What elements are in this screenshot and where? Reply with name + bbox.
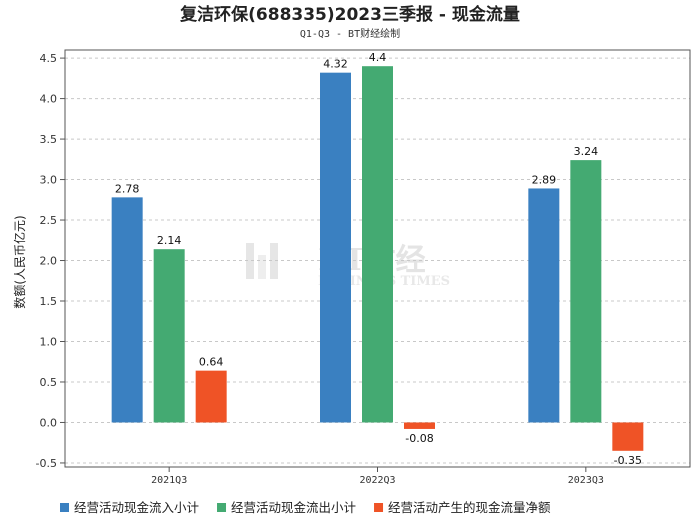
legend-item: 经营活动产生的现金流量净额 (374, 500, 551, 515)
x-tick-label: 2022Q3 (359, 475, 395, 486)
data-labels: 2.78 2.14 0.64 4.32 4.4 -0.08 2.89 3.24 -0.35 (115, 51, 642, 467)
y-tick-label: 0.0 (40, 416, 58, 429)
data-label: 3.24 (574, 145, 599, 158)
y-tick-label: 3.5 (40, 133, 58, 146)
y-tick-label: -0.5 (36, 457, 57, 470)
data-label: 4.32 (323, 58, 348, 71)
y-tick-label: 2.0 (40, 255, 58, 268)
legend-item: 经营活动现金流入小计 (60, 500, 199, 515)
data-label: 0.64 (199, 356, 224, 369)
legend-label: 经营活动产生的现金流量净额 (388, 500, 551, 515)
bar (111, 197, 143, 423)
legend-label: 经营活动现金流入小计 (74, 500, 199, 515)
chart-title: 复洁环保(688335)2023三季报 - 现金流量 (179, 4, 520, 25)
data-label: -0.08 (405, 432, 433, 445)
y-axis-label: 数额(人民币亿元) (12, 215, 27, 308)
bar (528, 188, 560, 423)
bar (612, 422, 644, 451)
x-tick-label: 2023Q3 (568, 475, 604, 486)
bars (111, 66, 644, 451)
bar (320, 72, 351, 423)
data-label: -0.35 (614, 454, 642, 467)
y-tick-label: 0.5 (40, 376, 58, 389)
legend-item: 经营活动现金流出小计 (217, 500, 356, 515)
bar (362, 66, 393, 423)
y-tick-label: 4.5 (40, 52, 58, 65)
y-tick-label: 2.5 (40, 214, 58, 227)
data-label: 4.4 (369, 51, 387, 64)
y-tick-label: 1.0 (40, 335, 58, 348)
legend-swatch (60, 503, 69, 512)
chart-subtitle: Q1-Q3 - BT财经绘制 (300, 27, 400, 40)
axes: -0.5 0.0 0.5 1.0 1.5 2.0 2.5 3.0 3.5 4.0 4.5 2021Q3… (36, 49, 691, 486)
bar (570, 160, 602, 423)
x-tick-label: 2021Q3 (151, 475, 187, 486)
bar (195, 370, 227, 423)
data-label: 2.14 (157, 234, 182, 247)
y-tick-label: 3.0 (40, 174, 58, 187)
legend-label: 经营活动现金流出小计 (231, 500, 356, 515)
watermark-logo-icon (246, 243, 278, 279)
bar (404, 422, 435, 429)
legend-swatch (217, 503, 227, 512)
bar (153, 249, 185, 423)
legend-swatch (374, 503, 384, 512)
data-label: 2.89 (532, 173, 557, 186)
y-tick-label: 4.0 (40, 93, 58, 106)
data-label: 2.78 (115, 182, 140, 195)
legend: 经营活动现金流入小计 经营活动现金流出小计 经营活动产生的现金流量净额 (60, 500, 551, 515)
y-tick-label: 1.5 (40, 295, 58, 308)
